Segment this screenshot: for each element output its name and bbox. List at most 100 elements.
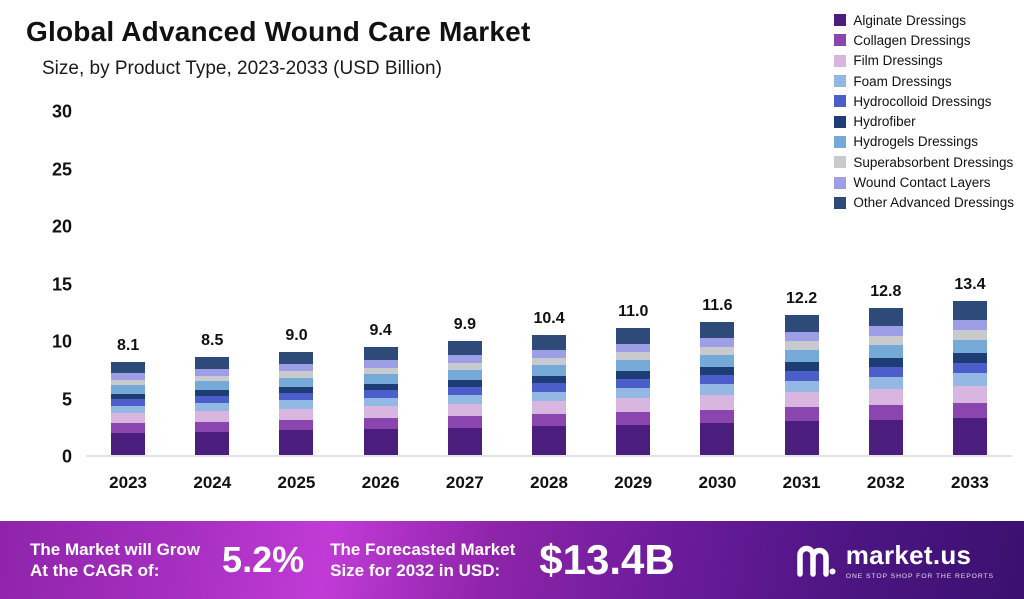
bar-segment [532, 426, 567, 455]
bar-segment [111, 372, 146, 380]
bar-segment [616, 424, 651, 455]
bar-segment [195, 356, 230, 369]
bar-segment [784, 341, 819, 350]
bar-segment [616, 343, 651, 353]
bar-segment [195, 368, 230, 376]
x-axis-label: 2028 [530, 473, 568, 492]
bar-segment [616, 360, 651, 372]
bar-stack [952, 301, 987, 455]
legend-label: Wound Contact Layers [853, 175, 991, 191]
bar-total-label: 8.1 [116, 336, 140, 354]
bar-segment [868, 335, 903, 345]
bar-segment [279, 430, 314, 455]
bar-segment [868, 388, 903, 406]
brand-logo: market.us One Stop Shop For The Reports [795, 540, 994, 580]
bar-segment [700, 384, 735, 396]
bar-segment [279, 419, 314, 431]
bar-segment [868, 366, 903, 378]
brand-name: market.us [845, 540, 972, 570]
bar-segment [616, 387, 651, 399]
bar-group: 9.0 2025 [254, 112, 338, 492]
bar-segment [700, 355, 735, 368]
bar-segment [952, 362, 987, 374]
bar-segment [279, 371, 314, 378]
bar-segment [195, 390, 230, 397]
legend-label: Collagen Dressings [853, 32, 971, 48]
bar-segment [195, 396, 230, 404]
legend-swatch [834, 34, 847, 47]
bar-segment [532, 401, 567, 415]
bar-segment [868, 344, 903, 358]
bar-segment [111, 413, 146, 424]
forecast-value: $13.4B [539, 536, 675, 583]
legend-item: Wound Contact Layers [834, 172, 1014, 192]
plot-area: 8.1 2023 8.5 2024 9.0 2025 9.4 2026 9.9 2027 10.4 2… [86, 112, 1012, 492]
bar-segment [363, 347, 398, 361]
page-title: Global Advanced Wound Care Market [26, 16, 531, 47]
bar-group: 11.6 2030 [675, 112, 759, 492]
x-axis-label: 2027 [445, 473, 484, 492]
y-axis-tick-label: 15 [51, 274, 72, 294]
bar-segment [363, 390, 398, 398]
bar-segment [363, 418, 398, 429]
bar-segment [700, 337, 735, 348]
bar-segment [532, 376, 567, 384]
bar-stack [363, 347, 398, 455]
cagr-value: 5.2% [222, 539, 305, 580]
page-subtitle: Size, by Product Type, 2023-2033 (USD Bi… [42, 58, 442, 79]
legend-swatch [834, 54, 847, 67]
marketus-logo-icon [797, 545, 836, 577]
bar-group: 13.4 2033 [928, 112, 1012, 492]
bar-segment [868, 357, 903, 367]
bar-total-label: 8.5 [201, 331, 224, 349]
bar-segment [447, 427, 482, 455]
x-axis-label: 2024 [193, 473, 232, 492]
x-axis-label: 2023 [109, 473, 147, 492]
bar-segment [700, 375, 735, 385]
bar-segment [700, 347, 735, 356]
legend-label: Foam Dressings [853, 73, 952, 89]
legend-swatch [834, 135, 847, 148]
bar-segment [447, 416, 482, 428]
bar-segment [952, 330, 987, 340]
bar-group: 9.9 2027 [423, 112, 507, 492]
bar-segment [363, 367, 398, 375]
bar-stack [784, 314, 819, 455]
bar-stack [532, 335, 567, 455]
bar-segment [532, 365, 567, 377]
bar-total-label: 12.8 [870, 282, 902, 300]
bar-segment [111, 385, 146, 394]
bar-group: 10.4 2028 [507, 112, 591, 492]
bar-segment [363, 397, 398, 407]
legend-item: Hydrogels Dressings [834, 132, 1014, 152]
legend-item: Foam Dressings [834, 71, 1014, 91]
y-axis-tick-label: 20 [51, 216, 72, 237]
legend-swatch [834, 95, 847, 108]
bar-segment [616, 379, 651, 388]
bar-total-label: 9.9 [453, 316, 476, 334]
bar-segment [616, 328, 651, 344]
bar-total-label: 12.2 [786, 289, 818, 307]
bar-segment [700, 321, 735, 338]
bar-segment [447, 355, 482, 363]
bar-segment [784, 370, 819, 381]
legend-swatch [834, 14, 847, 27]
legend-swatch [834, 156, 847, 169]
bar-segment [363, 429, 398, 455]
bar-segment [447, 369, 482, 380]
bar-segment [784, 421, 819, 455]
bar-segment [784, 362, 819, 371]
bar-segment [195, 381, 230, 391]
bar-segment [363, 374, 398, 384]
bar-segment [952, 402, 987, 418]
forecast-label: The Forecasted Market Size for 2032 in U… [330, 539, 516, 580]
bar-segment [532, 414, 567, 427]
chart-legend: Alginate Dressings Collagen Dressings Film… [834, 10, 1014, 213]
bar-group: 12.8 2032 [844, 112, 928, 492]
bar-segment [952, 353, 987, 363]
bar-segment [363, 383, 398, 391]
bar-segment [195, 410, 230, 422]
bar-segment [952, 339, 987, 354]
bar-segment [532, 391, 567, 402]
bar-stack [616, 328, 651, 455]
